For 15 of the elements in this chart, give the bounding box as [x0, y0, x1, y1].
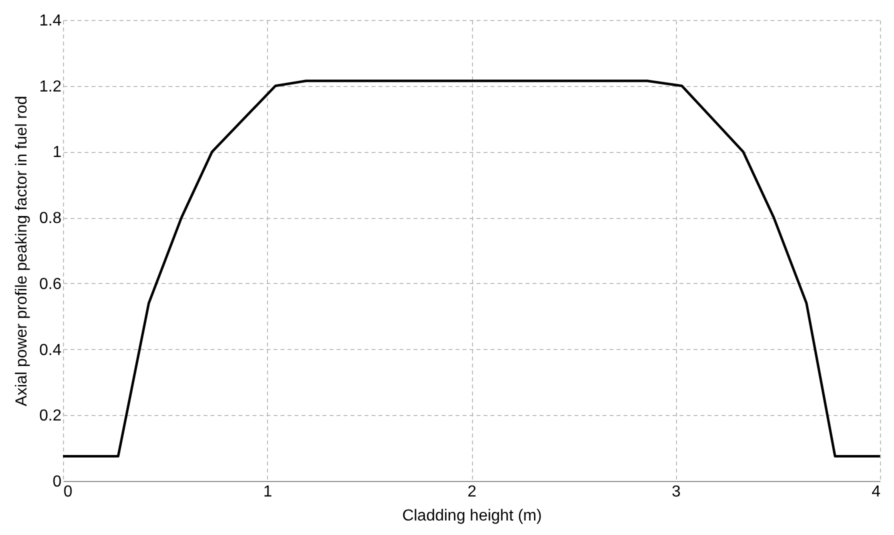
x-tick-label: 4: [872, 484, 881, 500]
y-tick-label: 1: [52, 144, 62, 162]
y-axis-title: Axial power profile peaking factor in fuel rod: [13, 96, 30, 406]
line-series: [62, 80, 882, 458]
x-axis-title: Cladding height (m): [402, 508, 542, 524]
x-tick-label: 3: [672, 484, 681, 500]
y-tick-label: 1.2: [39, 78, 62, 96]
y-tick-label: 0.8: [39, 210, 62, 228]
x-tick-label: 1: [263, 484, 272, 500]
x-tick-label: 0: [64, 484, 72, 500]
y-tick-label: 0.4: [39, 342, 62, 359]
y-tick-label: 1.4: [39, 12, 62, 30]
x-tick-label: 2: [468, 484, 477, 500]
y-tick-label: 0.6: [39, 276, 62, 293]
y-tick-label: 0.2: [39, 408, 62, 425]
